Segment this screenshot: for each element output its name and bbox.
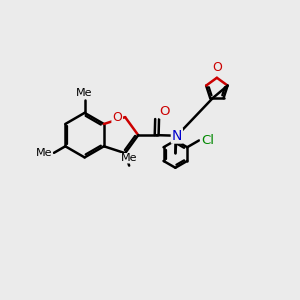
Text: O: O — [160, 105, 170, 118]
Text: Me: Me — [121, 153, 137, 163]
Text: Me: Me — [36, 148, 52, 158]
Text: N: N — [172, 129, 182, 143]
Text: Me: Me — [76, 88, 93, 98]
Text: O: O — [112, 111, 122, 124]
Text: O: O — [212, 61, 222, 74]
Text: Cl: Cl — [201, 134, 214, 147]
